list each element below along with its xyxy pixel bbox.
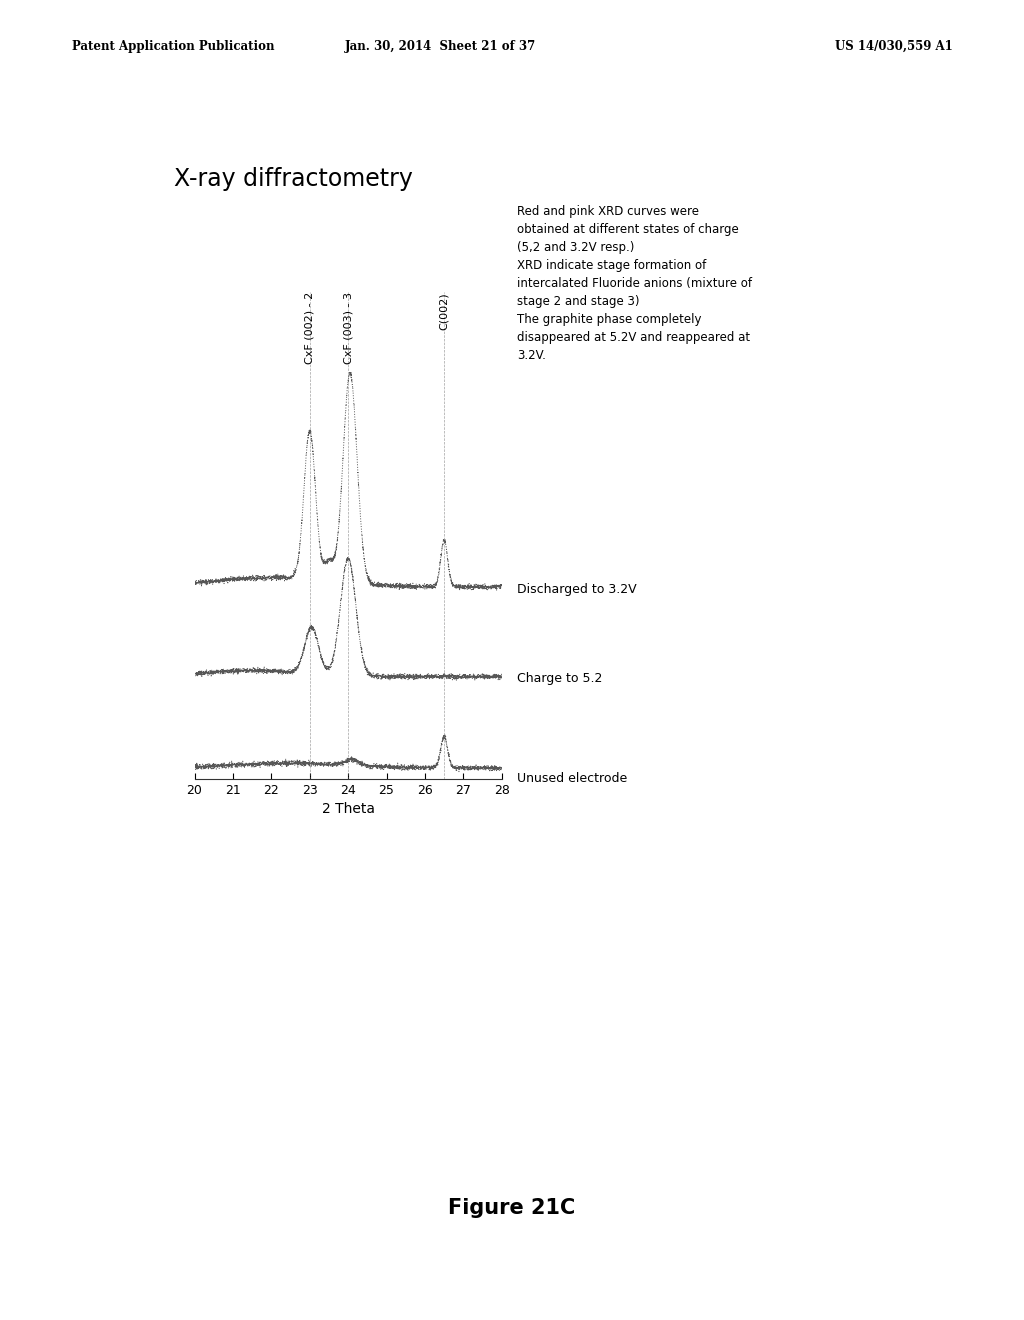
Text: CxF (003) - 3: CxF (003) - 3 [343, 292, 353, 364]
Text: Unused electrode: Unused electrode [517, 772, 628, 785]
Text: CxF (002) - 2: CxF (002) - 2 [305, 292, 314, 364]
Text: X-ray diffractometry: X-ray diffractometry [174, 168, 413, 191]
Text: Discharged to 3.2V: Discharged to 3.2V [517, 583, 637, 595]
X-axis label: 2 Theta: 2 Theta [322, 803, 375, 816]
Text: Figure 21C: Figure 21C [449, 1197, 575, 1218]
Text: Patent Application Publication: Patent Application Publication [72, 40, 274, 53]
Text: Jan. 30, 2014  Sheet 21 of 37: Jan. 30, 2014 Sheet 21 of 37 [345, 40, 536, 53]
Text: Charge to 5.2: Charge to 5.2 [517, 672, 602, 685]
Text: Red and pink XRD curves were
obtained at different states of charge
(5,2 and 3.2: Red and pink XRD curves were obtained at… [517, 205, 752, 362]
Text: US 14/030,559 A1: US 14/030,559 A1 [835, 40, 952, 53]
Text: C(002): C(002) [439, 292, 450, 330]
